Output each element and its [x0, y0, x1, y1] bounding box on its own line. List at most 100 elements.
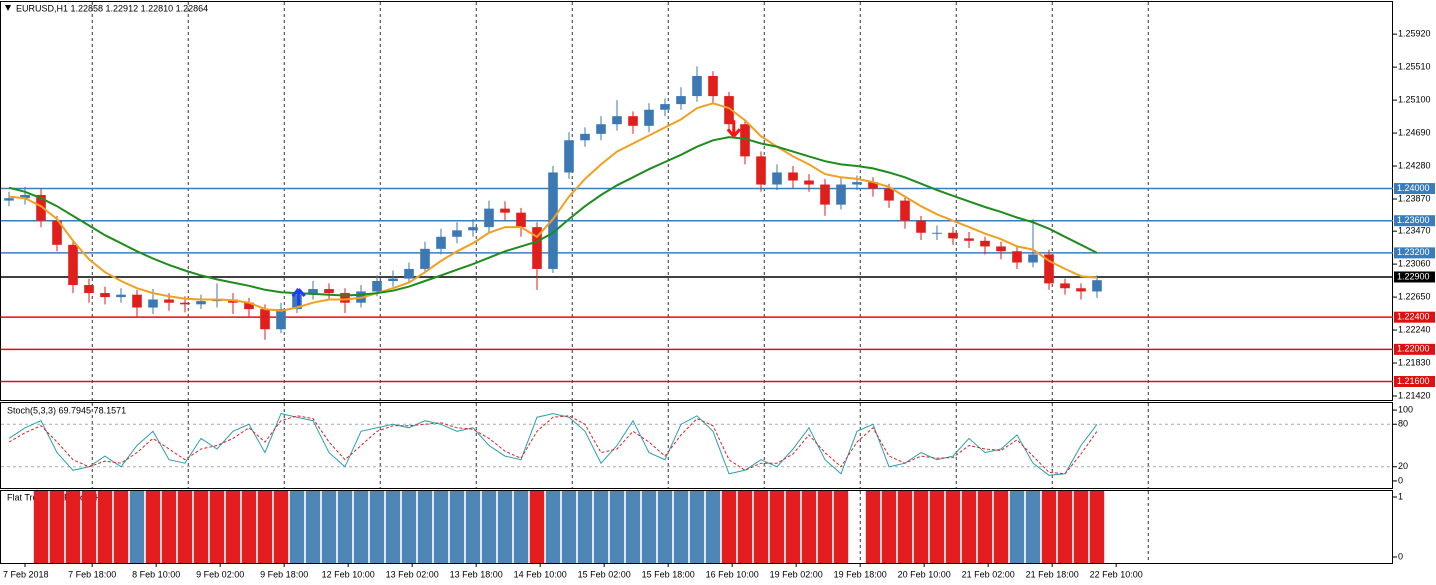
- candle-body: [644, 109, 654, 126]
- candle-body: [324, 289, 334, 294]
- candle-body: [916, 220, 926, 233]
- y-tick-label: 1: [1398, 491, 1403, 501]
- y-tick-label: 1.24690: [1398, 127, 1431, 137]
- trend-bar: [1025, 491, 1041, 563]
- level-label: 1.22400: [1397, 312, 1430, 322]
- x-tick-label: 21 Feb 18:00: [1026, 569, 1079, 579]
- trend-bar: [769, 491, 785, 563]
- trend-bar: [753, 491, 769, 563]
- y-tick-label: 0: [1398, 475, 1403, 485]
- candle-body: [20, 194, 30, 199]
- trend-bar: [209, 491, 225, 563]
- level-label-box: [1394, 183, 1435, 195]
- candle-body: [564, 140, 574, 173]
- signal-arrow: [726, 120, 741, 138]
- candle-body: [100, 293, 110, 298]
- series-line: [8, 136, 1098, 297]
- candle-body: [1012, 251, 1022, 263]
- level-label-box: [1394, 215, 1435, 227]
- candle-body: [52, 220, 62, 245]
- candle-body: [276, 309, 286, 330]
- trend-bar: [513, 491, 529, 563]
- candle-body: [708, 75, 718, 97]
- x-tick-label: 19 Feb 18:00: [834, 569, 887, 579]
- trend-panel: [0, 490, 1393, 564]
- series-line: [8, 415, 1098, 475]
- candle-body: [628, 116, 638, 126]
- candle-body: [244, 302, 254, 310]
- trend-bar: [1009, 491, 1025, 563]
- candle-body: [596, 124, 606, 134]
- candle-body: [260, 309, 270, 330]
- candle-body: [484, 208, 494, 228]
- x-tick-label: 13 Feb 02:00: [386, 569, 439, 579]
- trend-bar: [49, 491, 65, 563]
- candle-body: [788, 172, 798, 181]
- candle-body: [580, 133, 590, 141]
- trend-bar: [689, 491, 705, 563]
- trend-bar: [337, 491, 353, 563]
- trend-bar: [545, 491, 561, 563]
- candle-body: [164, 299, 174, 303]
- trend-bar: [609, 491, 625, 563]
- signal-arrow: [291, 288, 306, 306]
- trend-bar: [369, 491, 385, 563]
- trend-bar: [625, 491, 641, 563]
- candle-body: [900, 200, 910, 221]
- candle-body: [372, 281, 382, 292]
- level-label: 1.23600: [1397, 215, 1430, 225]
- y-tick-label: 1.21830: [1398, 357, 1431, 367]
- trend-bar: [161, 491, 177, 563]
- candle-body: [420, 248, 430, 269]
- trend-bar: [721, 491, 737, 563]
- candle-body: [1044, 254, 1054, 284]
- candle-body: [148, 299, 158, 308]
- trend-bar: [737, 491, 753, 563]
- y-tick-label: 1.23870: [1398, 193, 1431, 203]
- level-label: 1.23200: [1397, 247, 1430, 257]
- trend-bar: [193, 491, 209, 563]
- trend-bar: [657, 491, 673, 563]
- trend-bar: [913, 491, 929, 563]
- x-tick-label: 9 Feb 02:00: [196, 569, 244, 579]
- trend-bar: [305, 491, 321, 563]
- trend-bar: [241, 491, 257, 563]
- trend-bar: [1041, 491, 1057, 563]
- x-tick-label: 7 Feb 2018: [3, 569, 49, 579]
- x-tick-label: 15 Feb 02:00: [578, 569, 631, 579]
- y-tick-label: 1.25920: [1398, 29, 1431, 39]
- candle-body: [532, 227, 542, 269]
- trend-bar: [593, 491, 609, 563]
- x-tick-label: 13 Feb 18:00: [450, 569, 503, 579]
- candle-body: [548, 172, 558, 269]
- candle-body: [740, 124, 750, 157]
- candle-body: [996, 246, 1006, 252]
- candle-body: [180, 302, 190, 305]
- candle-body: [132, 294, 142, 308]
- level-label: 1.24000: [1397, 183, 1430, 193]
- x-tick-label: 16 Feb 10:00: [706, 569, 759, 579]
- candle-body: [308, 289, 318, 295]
- candle-body: [852, 182, 862, 185]
- x-tick-label: 12 Feb 10:00: [322, 569, 375, 579]
- x-tick-label: 22 Feb 10:00: [1090, 569, 1143, 579]
- trend-bar: [113, 491, 129, 563]
- y-tick-label: 80: [1398, 419, 1408, 429]
- trend-bar: [401, 491, 417, 563]
- candle-body: [820, 184, 830, 205]
- candle-body: [756, 156, 766, 185]
- candle-body: [468, 227, 478, 231]
- trend-bar: [1057, 491, 1073, 563]
- x-tick-label: 9 Feb 18:00: [260, 569, 308, 579]
- trend-bar: [561, 491, 577, 563]
- x-tick-label: 8 Feb 10:00: [132, 569, 180, 579]
- candle-body: [452, 230, 462, 237]
- trend-bar: [417, 491, 433, 563]
- trend-bar: [993, 491, 1009, 563]
- trend-bar: [881, 491, 897, 563]
- candle-body: [724, 96, 734, 125]
- title-icon: [5, 5, 11, 11]
